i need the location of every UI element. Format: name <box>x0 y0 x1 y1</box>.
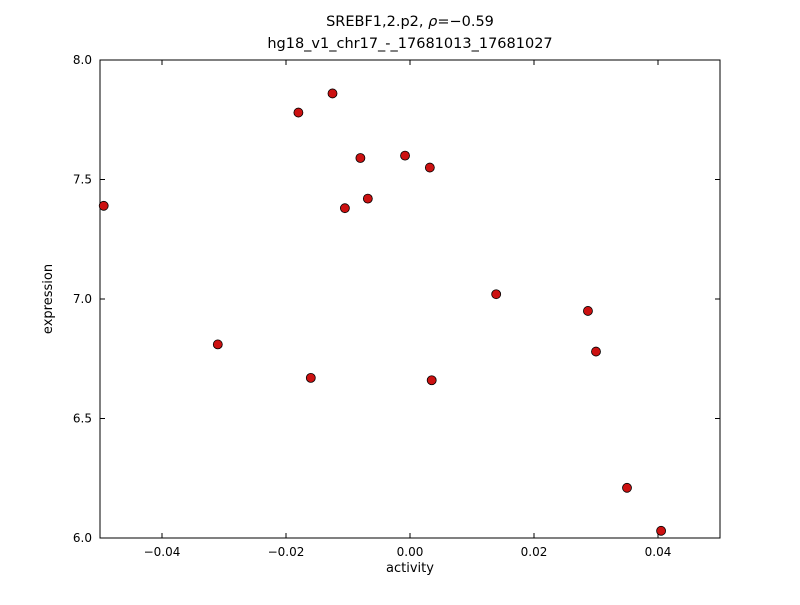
data-point <box>583 306 593 316</box>
rho-symbol: ρ <box>428 14 438 30</box>
plot-area: −0.04 −0.02 0.00 0.02 0.04 6.0 6.5 7.0 7.5 8.0 <box>73 53 721 559</box>
y-tick-label: 6.0 <box>73 531 92 545</box>
x-tick-label: 0.00 <box>397 545 424 559</box>
data-point <box>424 162 435 173</box>
chart-title-prefix: SREBF1,2.p2, <box>326 14 428 30</box>
data-point <box>362 193 373 204</box>
y-tick-label: 8.0 <box>73 53 92 67</box>
data-point <box>339 203 350 214</box>
x-tick-label: 0.04 <box>645 545 672 559</box>
chart-title: SREBF1,2.p2, ρ=−0.59 <box>326 14 494 30</box>
y-tick-label: 6.5 <box>73 412 92 426</box>
data-point <box>98 200 109 211</box>
chart-title-suffix: =−0.59 <box>437 14 494 30</box>
data-point <box>293 107 304 118</box>
x-tick-label: 0.02 <box>521 545 548 559</box>
data-point <box>426 375 437 386</box>
chart-subtitle: hg18_v1_chr17_-_17681013_17681027 <box>267 36 552 52</box>
data-point <box>656 525 666 536</box>
axes-box <box>99 59 721 539</box>
y-axis-label: expression <box>41 264 56 334</box>
data-point <box>212 339 223 350</box>
x-tick-label: −0.02 <box>268 545 305 559</box>
x-axis-label: activity <box>386 561 434 576</box>
data-point <box>491 289 502 300</box>
data-point <box>355 153 366 163</box>
data-point <box>591 346 601 357</box>
data-point <box>305 372 316 383</box>
x-tick-label: −0.04 <box>144 545 181 559</box>
data-point <box>400 150 410 161</box>
y-tick-label: 7.5 <box>73 173 92 187</box>
data-point <box>622 482 632 493</box>
y-tick-label: 7.0 <box>73 292 92 306</box>
data-point <box>327 88 338 99</box>
